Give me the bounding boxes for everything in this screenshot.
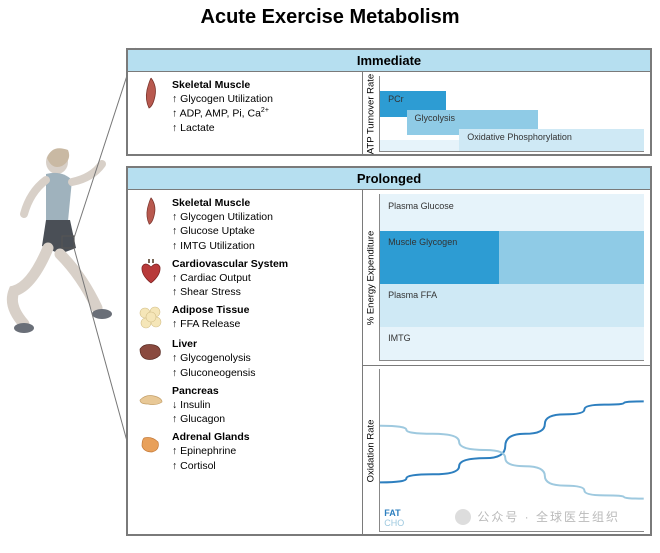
atp-chart: PCr Glycolysis Oxidative Phosphorylation	[379, 76, 644, 152]
organ-item: Epinephrine	[172, 444, 250, 458]
organ-name: Adrenal Glands	[172, 430, 250, 444]
heart-icon	[138, 257, 164, 287]
watermark: 公众号 · 全球医生组织	[455, 508, 620, 525]
prolonged-header: Prolonged	[128, 168, 650, 190]
atp-band-label: PCr	[388, 94, 404, 104]
organ-name: Skeletal Muscle	[172, 196, 273, 210]
prolonged-panel: Prolonged Skeletal MuscleGlycogen Utiliz…	[126, 166, 652, 536]
energy-band	[499, 231, 644, 284]
pancreas-icon	[138, 384, 164, 414]
organ-item: IMTG Utilization	[172, 239, 273, 253]
organ-item: FFA Release	[172, 317, 249, 331]
immediate-panel: Immediate Skeletal Muscle Glycogen Utili…	[126, 48, 652, 156]
organ-name: Cardiovascular System	[172, 257, 288, 271]
atp-band-label: Oxidative Phosphorylation	[467, 132, 572, 142]
organ-item: Cortisol	[172, 459, 250, 473]
adrenal-icon	[138, 430, 164, 460]
atp-ylabel: ATP Turnover Rate	[366, 74, 377, 154]
organ-skeletal-muscle-immediate: Skeletal Muscle Glycogen Utilization ↑ A…	[138, 78, 356, 135]
organ-item: Cardiac Output	[172, 271, 288, 285]
organ-block: PancreasInsulinGlucagon	[138, 384, 356, 427]
organ-item: Lactate	[172, 121, 273, 135]
organ-block: LiverGlycogenolysisGluconeogensis	[138, 337, 356, 380]
liver-icon	[138, 337, 164, 367]
energy-chart: Plasma Glucose Muscle Glycogen Plasma FFA I…	[379, 194, 644, 361]
energy-band-label: IMTG	[388, 333, 411, 343]
energy-band-label: Muscle Glycogen	[388, 237, 457, 247]
organ-item: Insulin	[172, 398, 225, 412]
energy-band-label: Plasma FFA	[388, 290, 437, 300]
adipose-icon	[138, 303, 164, 333]
runner-illustration	[2, 136, 122, 396]
muscle-icon	[138, 196, 164, 226]
energy-ylabel: % Energy Expenditure	[366, 230, 377, 325]
organ-block: Adrenal GlandsEpinephrineCortisol	[138, 430, 356, 473]
energy-band	[380, 194, 644, 231]
organ-item: Glucose Uptake	[172, 224, 273, 238]
oxidation-legend: FAT CHO	[384, 509, 404, 529]
organ-item: ↑ ADP, AMP, Pi, Ca2+	[172, 106, 273, 121]
oxidation-line-fat	[380, 401, 644, 482]
organ-item: Glucagon	[172, 412, 225, 426]
immediate-header: Immediate	[128, 50, 650, 72]
organ-item: Glycogen Utilization	[172, 92, 273, 106]
organ-name: Adipose Tissue	[172, 303, 249, 317]
organ-item: Gluconeogensis	[172, 366, 255, 380]
atp-band-label: Glycolysis	[415, 113, 456, 123]
organ-block: Adipose TissueFFA Release	[138, 303, 356, 333]
organ-name: Liver	[172, 337, 255, 351]
organ-block: Cardiovascular SystemCardiac OutputShear…	[138, 257, 356, 300]
organ-item: Glycogenolysis	[172, 351, 255, 365]
page-title: Acute Exercise Metabolism	[0, 6, 660, 29]
organ-block: Skeletal MuscleGlycogen UtilizationGluco…	[138, 196, 356, 253]
organ-name: Pancreas	[172, 384, 225, 398]
oxidation-ylabel: Oxidation Rate	[366, 419, 377, 482]
organ-item: Glycogen Utilization	[172, 210, 273, 224]
energy-band-label: Plasma Glucose	[388, 201, 454, 211]
energy-band	[380, 327, 644, 360]
wechat-icon	[455, 509, 471, 525]
muscle-icon	[138, 78, 164, 108]
organ-name: Skeletal Muscle	[172, 78, 273, 92]
organ-item: Shear Stress	[172, 285, 288, 299]
